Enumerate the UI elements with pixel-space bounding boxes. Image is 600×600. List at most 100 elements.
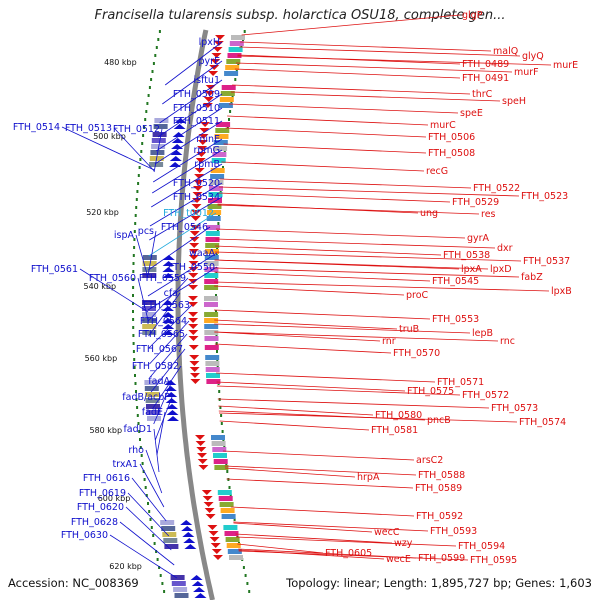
outer-tick-track-mark xyxy=(227,478,230,481)
gene-leader-line xyxy=(232,84,471,95)
forward-gene-arrow xyxy=(171,144,184,149)
gene-leader-line xyxy=(235,533,393,544)
forward-gene-arrow xyxy=(174,118,187,123)
reverse-gene-bar xyxy=(206,225,221,230)
forward-gene-arrow xyxy=(162,318,175,323)
forward-gene-arrow xyxy=(170,150,183,155)
gene-leader-line xyxy=(147,266,218,311)
gene-label-fth-0572: FTH_0572 xyxy=(462,390,509,401)
gene-label-rnr: rnr xyxy=(382,336,396,347)
outer-tick-track-mark xyxy=(226,126,229,129)
inner-tick-track-mark xyxy=(139,158,142,161)
gene-leader-line xyxy=(238,548,417,559)
outer-tick-track-mark xyxy=(215,310,217,313)
outer-tick-track-mark xyxy=(215,342,218,345)
outer-tick-track-mark xyxy=(244,574,247,577)
reverse-gene-arrow xyxy=(195,435,205,440)
forward-gene-arrow xyxy=(164,386,177,391)
inner-tick-track-mark xyxy=(153,542,156,545)
gene-label-mine: minE xyxy=(196,134,220,145)
reverse-gene-arrow xyxy=(210,59,221,64)
inner-tick-track-mark xyxy=(152,62,155,65)
inner-tick-track-mark xyxy=(132,286,135,289)
outer-tick-track-mark xyxy=(222,166,224,169)
forward-gene-arrow xyxy=(162,312,175,317)
inner-tick-track-mark xyxy=(133,358,136,361)
forward-gene-arrow xyxy=(183,538,196,543)
inner-tick-track-mark xyxy=(141,462,144,465)
gene-leader-line xyxy=(214,281,550,292)
reverse-gene-bar xyxy=(218,103,233,108)
reverse-gene-bar xyxy=(205,367,220,372)
gene-leader-line xyxy=(214,331,381,342)
forward-gene-bar xyxy=(142,312,157,317)
gene-leader-line xyxy=(216,385,461,396)
gene-leader-line xyxy=(148,212,217,257)
reverse-gene-bar xyxy=(219,97,234,102)
reverse-gene-bar xyxy=(213,459,228,464)
gene-label-fth-0509: FTH_0509 xyxy=(173,89,220,100)
gene-leader-line xyxy=(113,127,155,172)
gene-label-fth-0564: FTH_0564 xyxy=(140,316,187,327)
forward-gene-bar xyxy=(151,138,166,143)
reverse-gene-bar xyxy=(204,336,219,341)
reverse-gene-bar xyxy=(204,273,219,278)
reverse-gene-arrow xyxy=(193,186,203,191)
reverse-gene-bar xyxy=(226,543,241,548)
inner-tick-track-mark xyxy=(138,166,141,169)
inner-tick-track-mark xyxy=(155,46,158,49)
outer-tick-track-mark xyxy=(218,390,221,393)
reverse-gene-arrow xyxy=(208,71,219,76)
reverse-gene-bar xyxy=(204,324,219,329)
reverse-gene-bar xyxy=(204,285,219,290)
gene-label-fth-0575: FTH_0575 xyxy=(407,386,454,397)
gene-leader-line xyxy=(147,252,218,297)
inner-tick-track-mark xyxy=(132,318,135,321)
gene-leader-line xyxy=(109,534,178,579)
inner-tick-track-mark xyxy=(140,150,143,153)
forward-gene-bar xyxy=(147,416,161,421)
reverse-gene-arrow xyxy=(197,459,208,464)
inner-tick-track-mark xyxy=(136,190,139,193)
reverse-gene-bar xyxy=(204,345,219,350)
reverse-gene-arrow xyxy=(198,465,209,470)
outer-tick-track-mark xyxy=(221,430,224,433)
forward-gene-arrow xyxy=(181,526,194,531)
inner-tick-track-mark xyxy=(142,134,145,137)
reverse-gene-arrow xyxy=(202,496,213,501)
inner-tick-track-mark xyxy=(134,222,137,225)
inner-tick-track-mark xyxy=(139,438,141,441)
inner-tick-track-mark xyxy=(134,382,137,385)
gene-label-trub: truB xyxy=(399,324,419,335)
inner-tick-track-mark xyxy=(138,430,141,433)
inner-tick-track-mark xyxy=(135,398,138,401)
gene-label-rpmb: rpmB xyxy=(194,159,220,170)
gene-label-fth-0559: FTH_0559 xyxy=(139,273,186,284)
gene-leader-line xyxy=(217,398,490,409)
reverse-gene-bar xyxy=(211,435,225,440)
accession-label: Accession: NC_008369 xyxy=(8,576,139,590)
gene-label-fth-0489: FTH_0489 xyxy=(462,59,509,70)
gene-leader-line xyxy=(156,411,166,456)
gene-label-fth-0582: FTH_0582 xyxy=(132,361,179,372)
forward-gene-bar xyxy=(144,386,159,391)
inner-tick-track-mark xyxy=(144,486,147,489)
gene-leader-line xyxy=(214,251,522,262)
gene-leader-line xyxy=(235,62,513,73)
reverse-gene-bar xyxy=(220,91,235,96)
gene-label-hrpa: hrpA xyxy=(357,472,380,483)
gene-label-fth-0491: FTH_0491 xyxy=(462,73,509,84)
inner-tick-track-mark xyxy=(163,590,166,593)
gene-label-cfa: cfa xyxy=(164,288,178,299)
gene-leader-line xyxy=(149,320,190,365)
reverse-gene-bar xyxy=(205,249,219,254)
forward-gene-bar xyxy=(142,273,157,278)
forward-gene-bar xyxy=(161,526,176,531)
gene-leader-line xyxy=(148,292,181,337)
outer-tick-track-mark xyxy=(217,214,220,217)
outer-tick-track-mark xyxy=(219,406,222,409)
reverse-gene-arrow xyxy=(191,204,202,209)
gene-leader-line xyxy=(157,93,223,138)
gene-leader-line xyxy=(224,465,417,476)
gene-label-fth-0560: FTH_0560 xyxy=(89,273,136,284)
